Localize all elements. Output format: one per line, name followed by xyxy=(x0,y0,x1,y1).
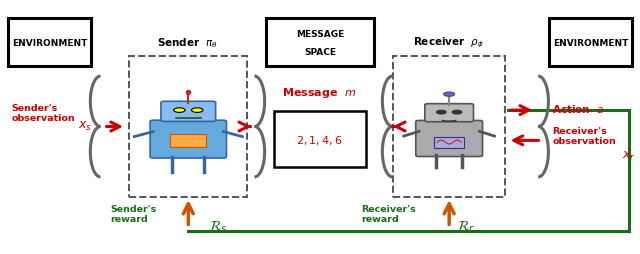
Text: Action  $a$: Action $a$ xyxy=(552,102,604,114)
Text: Sender's: Sender's xyxy=(110,204,156,213)
Text: observation: observation xyxy=(552,136,616,145)
FancyBboxPatch shape xyxy=(150,121,227,158)
Text: $\mathcal{R}_s$: $\mathcal{R}_s$ xyxy=(209,218,228,234)
Text: Receiver's: Receiver's xyxy=(552,126,607,135)
Text: SPACE: SPACE xyxy=(304,48,336,57)
Circle shape xyxy=(452,111,462,115)
Text: ENVIRONMENT: ENVIRONMENT xyxy=(12,38,87,47)
Circle shape xyxy=(173,108,185,113)
Text: Receiver's: Receiver's xyxy=(362,204,416,213)
Text: Receiver  $\rho_\phi$: Receiver $\rho_\phi$ xyxy=(413,36,484,50)
Text: reward: reward xyxy=(362,214,399,223)
FancyBboxPatch shape xyxy=(425,104,474,122)
Text: $2, 1, 4, 6$: $2, 1, 4, 6$ xyxy=(296,133,343,146)
Text: MESSAGE: MESSAGE xyxy=(296,30,344,39)
FancyBboxPatch shape xyxy=(170,135,206,147)
FancyBboxPatch shape xyxy=(273,112,366,167)
Circle shape xyxy=(444,93,454,97)
Text: $\mathcal{R}_r$: $\mathcal{R}_r$ xyxy=(457,218,476,234)
Text: reward: reward xyxy=(110,214,148,223)
FancyBboxPatch shape xyxy=(434,138,464,149)
Text: Sender  $\pi_\theta$: Sender $\pi_\theta$ xyxy=(157,36,219,50)
FancyBboxPatch shape xyxy=(161,102,216,122)
Text: Message  $\mathit{m}$: Message $\mathit{m}$ xyxy=(282,86,357,100)
Text: $x_s$: $x_s$ xyxy=(77,119,92,132)
Text: ENVIRONMENT: ENVIRONMENT xyxy=(553,38,628,47)
FancyBboxPatch shape xyxy=(416,121,483,157)
Text: Sender's: Sender's xyxy=(12,104,58,113)
Circle shape xyxy=(436,111,446,115)
Text: observation: observation xyxy=(12,114,75,123)
Text: $x_r$: $x_r$ xyxy=(621,149,636,162)
Circle shape xyxy=(191,108,203,113)
